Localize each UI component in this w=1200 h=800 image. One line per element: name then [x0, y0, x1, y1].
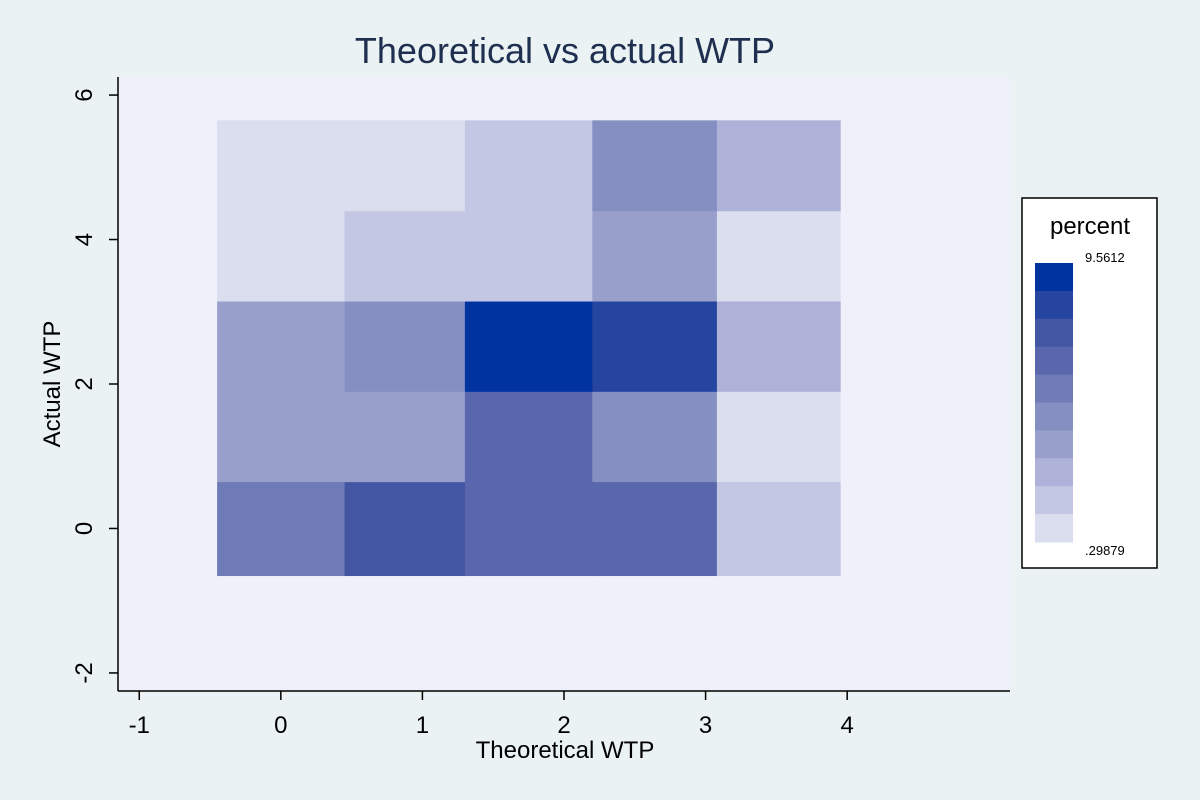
legend-swatch: [1035, 318, 1073, 348]
x-tick-label: -1: [129, 712, 150, 739]
heatmap-cell: [217, 481, 346, 577]
y-tick-label: 4: [71, 233, 98, 246]
heatmap-cell: [217, 120, 346, 212]
legend-swatch: [1035, 514, 1073, 543]
axes: -1 0 1 2 3 4 -2 0 2 4 6: [71, 77, 1010, 739]
heatmap-cell: [592, 300, 718, 392]
heatmap-cell: [344, 210, 466, 302]
x-axis-label: Theoretical WTP: [476, 737, 655, 764]
heatmap-cell: [592, 120, 718, 212]
heatmap-cell: [592, 481, 718, 577]
y-axis-label: Actual WTP: [39, 321, 66, 448]
legend-max-label: 9.5612: [1085, 250, 1125, 265]
heatmap-cell: [716, 300, 841, 392]
heatmap-cell: [217, 210, 346, 302]
heatmap-cell: [592, 210, 718, 302]
heatmap-cell: [716, 120, 841, 212]
heatmap-cell: [344, 481, 466, 577]
legend-swatch: [1035, 346, 1073, 376]
y-tick-label: 6: [71, 88, 98, 101]
x-tick-label: 2: [557, 712, 570, 739]
heatmap-cell: [716, 481, 841, 577]
legend-swatch: [1035, 374, 1073, 403]
heatmap-cell: [217, 300, 346, 392]
heatmap-cell: [464, 391, 593, 483]
x-tick-label: 1: [416, 712, 429, 739]
legend-swatch: [1035, 402, 1073, 431]
y-tick-label: -2: [71, 662, 98, 683]
heatmap-cell: [344, 120, 466, 212]
heatmap-cell: [344, 300, 466, 392]
y-tick-label: 2: [71, 377, 98, 390]
chart-title: Theoretical vs actual WTP: [355, 30, 775, 71]
legend-swatches: [1035, 263, 1073, 543]
heatmap-cell: [716, 391, 841, 483]
heatmap-cell: [464, 481, 593, 577]
legend-swatch: [1035, 458, 1073, 487]
heatmap-cell: [217, 391, 346, 483]
legend: percent 9.5612 .29879: [1021, 197, 1158, 569]
heatmap-cell: [716, 210, 841, 302]
heatmap-cell: [464, 120, 593, 212]
y-ticks: -2 0 2 4 6: [71, 88, 118, 684]
heatmap-cell: [464, 300, 593, 392]
legend-title: percent: [1050, 213, 1130, 240]
heatmap-cell: [344, 391, 466, 483]
y-tick-label: 0: [71, 522, 98, 535]
x-tick-label: 3: [699, 712, 712, 739]
legend-min-label: .29879: [1085, 543, 1125, 558]
x-ticks: -1 0 1 2 3 4: [129, 691, 854, 739]
heatmap-cells: [217, 120, 841, 577]
legend-swatch: [1035, 290, 1073, 320]
heatmap-cell: [592, 391, 718, 483]
x-tick-label: 0: [274, 712, 287, 739]
legend-swatch: [1035, 430, 1073, 459]
heatmap-cell: [464, 210, 593, 302]
x-tick-label: 4: [840, 712, 853, 739]
legend-swatch: [1035, 486, 1073, 515]
legend-swatch: [1035, 263, 1073, 292]
